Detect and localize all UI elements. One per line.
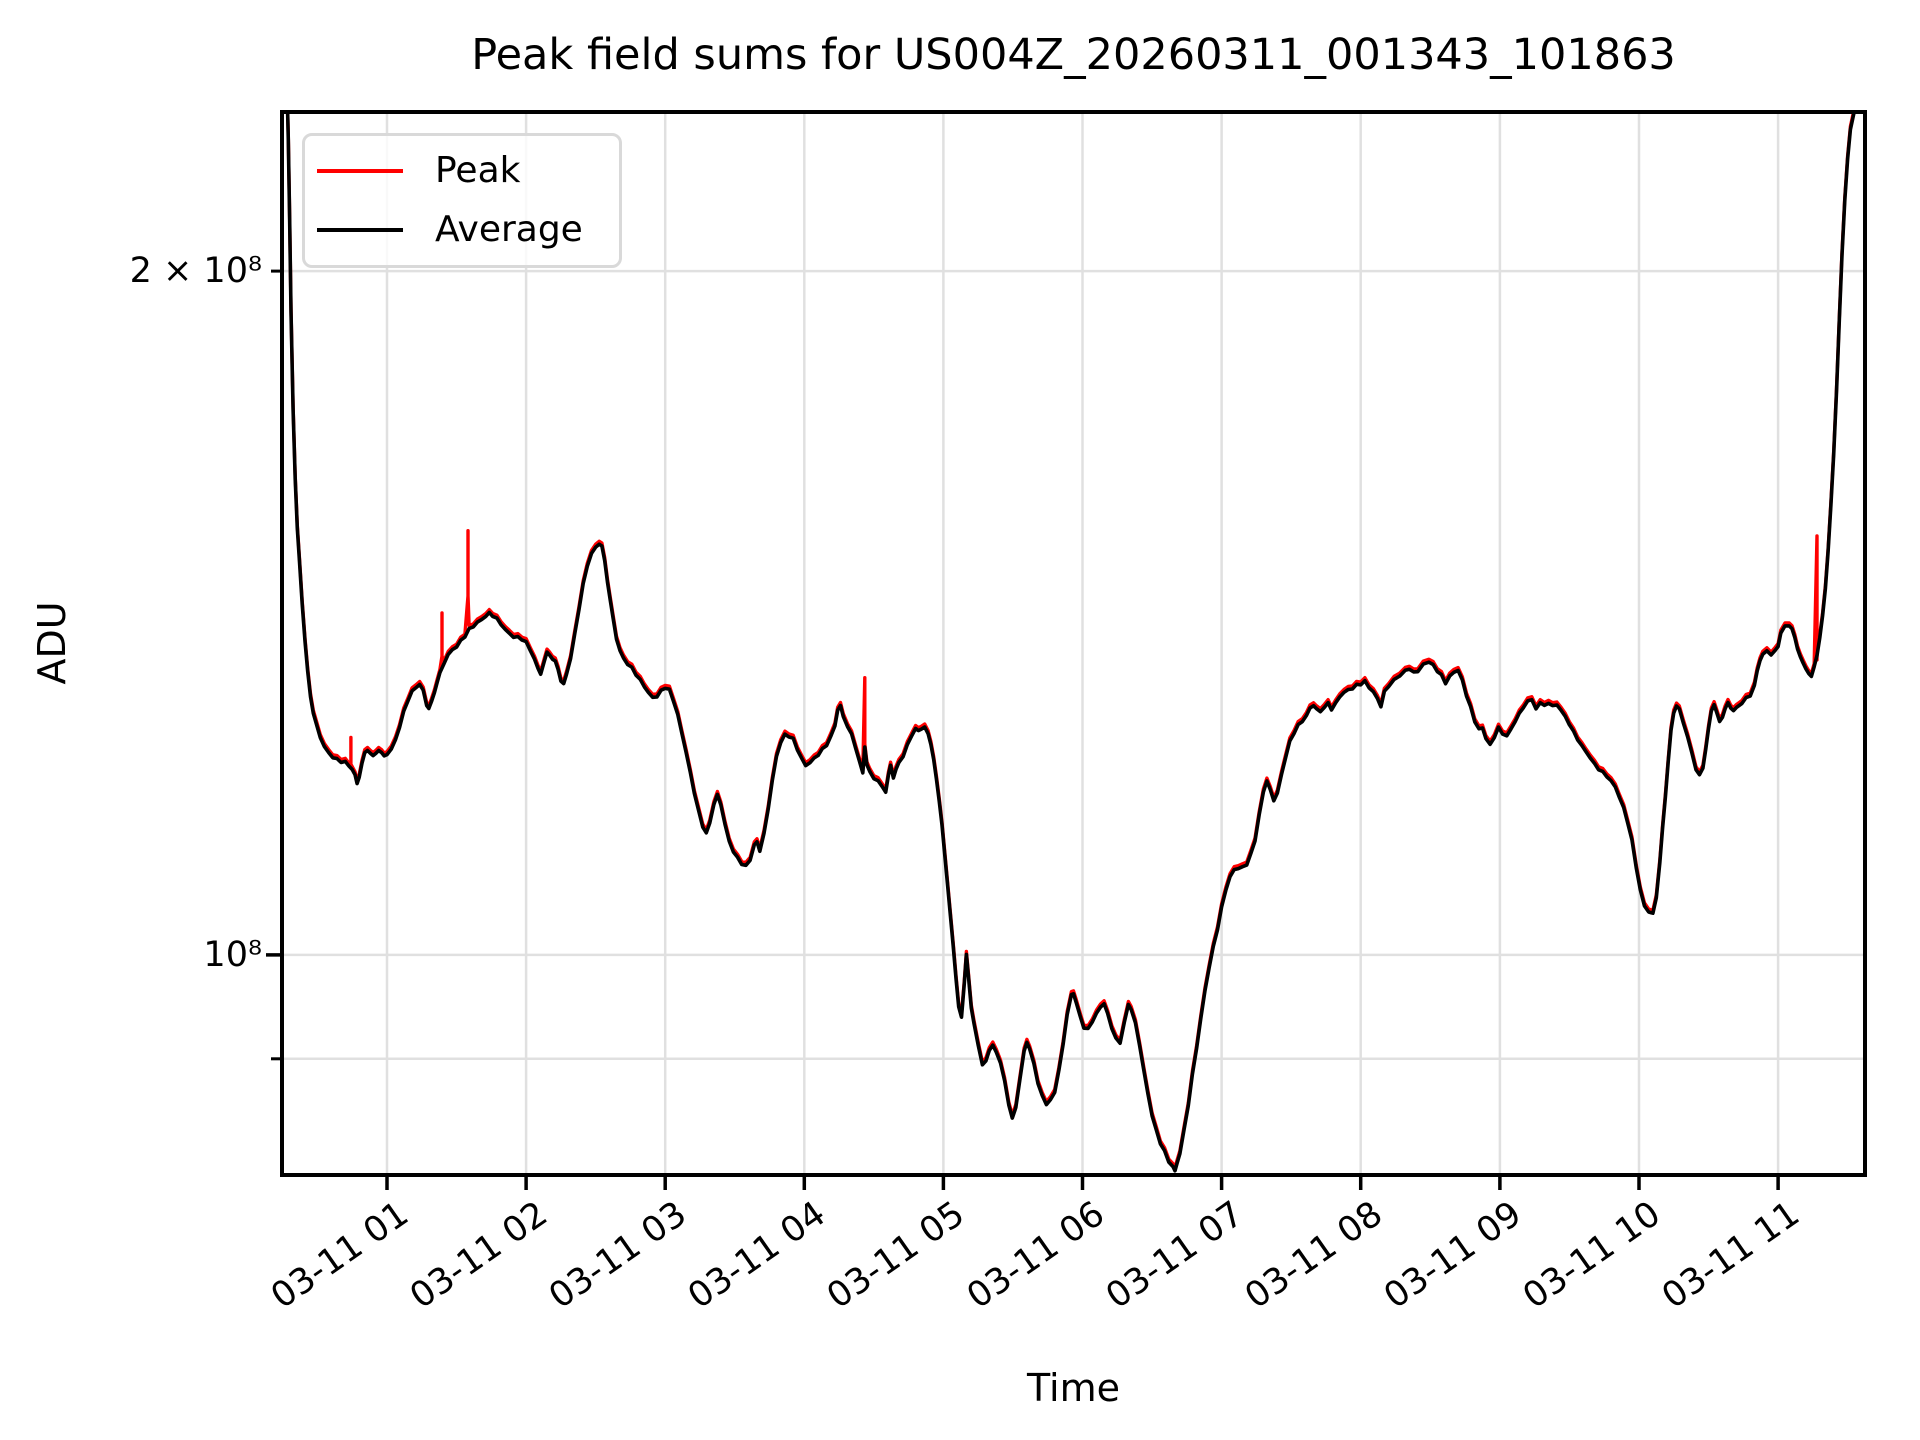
legend-label-average: Average bbox=[435, 208, 583, 250]
y-tick-label-1e8: 10⁸ bbox=[203, 935, 262, 975]
legend-entry-average: Average bbox=[305, 208, 619, 250]
y-tick-label-2e8: 2 × 10⁸ bbox=[129, 251, 262, 291]
chart-title: Peak field sums for US004Z_20260311_0013… bbox=[471, 30, 1676, 80]
legend-label-peak: Peak bbox=[435, 150, 521, 192]
peak-line-sample-icon bbox=[317, 169, 403, 174]
legend: Peak Average bbox=[302, 133, 622, 268]
x-axis-title: Time bbox=[1027, 1366, 1120, 1410]
legend-entry-peak: Peak bbox=[305, 153, 619, 189]
y-axis-title: ADU bbox=[30, 601, 74, 685]
average-line-sample-icon bbox=[317, 227, 403, 232]
